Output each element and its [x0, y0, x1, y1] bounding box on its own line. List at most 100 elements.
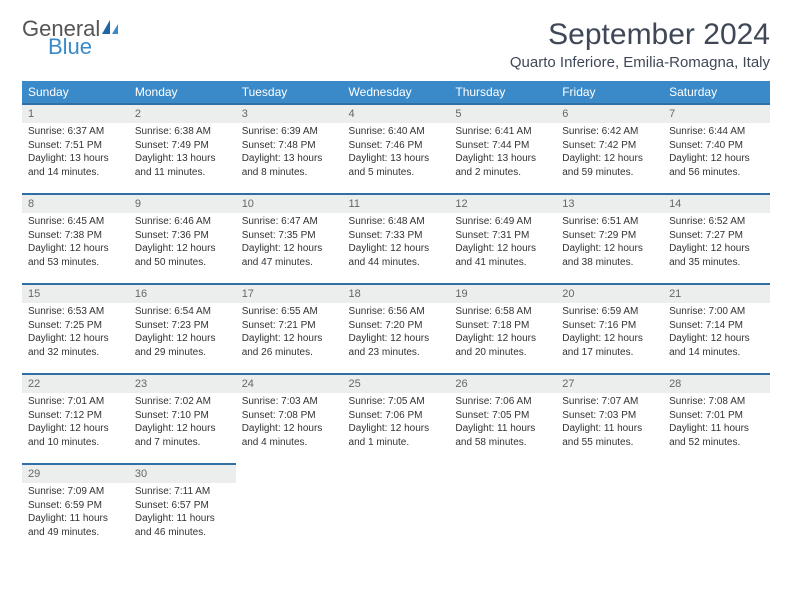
- day-body: Sunrise: 6:59 AMSunset: 7:16 PMDaylight:…: [556, 303, 663, 363]
- sunrise-text: Sunrise: 7:07 AM: [562, 395, 657, 409]
- sunset-text: Sunset: 7:49 PM: [135, 139, 230, 153]
- calendar-cell: [236, 463, 343, 549]
- daylight-text: and 7 minutes.: [135, 436, 230, 450]
- day-body: Sunrise: 6:39 AMSunset: 7:48 PMDaylight:…: [236, 123, 343, 183]
- daylight-text: Daylight: 12 hours: [135, 422, 230, 436]
- day-body: Sunrise: 6:37 AMSunset: 7:51 PMDaylight:…: [22, 123, 129, 183]
- daylight-text: Daylight: 12 hours: [28, 242, 123, 256]
- daylight-text: and 8 minutes.: [242, 166, 337, 180]
- day-body: Sunrise: 6:46 AMSunset: 7:36 PMDaylight:…: [129, 213, 236, 273]
- daylight-text: Daylight: 12 hours: [135, 242, 230, 256]
- calendar-cell: 22Sunrise: 7:01 AMSunset: 7:12 PMDayligh…: [22, 373, 129, 459]
- daylight-text: Daylight: 11 hours: [135, 512, 230, 526]
- daylight-text: Daylight: 12 hours: [242, 332, 337, 346]
- calendar-cell: 1Sunrise: 6:37 AMSunset: 7:51 PMDaylight…: [22, 103, 129, 189]
- day-body: Sunrise: 7:03 AMSunset: 7:08 PMDaylight:…: [236, 393, 343, 453]
- weekday-header: Tuesday: [236, 81, 343, 103]
- sunrise-text: Sunrise: 6:44 AM: [669, 125, 764, 139]
- daylight-text: and 29 minutes.: [135, 346, 230, 360]
- day-number: 2: [129, 103, 236, 123]
- daylight-text: Daylight: 12 hours: [669, 332, 764, 346]
- calendar-cell: 27Sunrise: 7:07 AMSunset: 7:03 PMDayligh…: [556, 373, 663, 459]
- daylight-text: Daylight: 13 hours: [455, 152, 550, 166]
- daylight-text: Daylight: 11 hours: [28, 512, 123, 526]
- sunrise-text: Sunrise: 7:00 AM: [669, 305, 764, 319]
- calendar-cell: 26Sunrise: 7:06 AMSunset: 7:05 PMDayligh…: [449, 373, 556, 459]
- day-number: 5: [449, 103, 556, 123]
- day-number: 25: [343, 373, 450, 393]
- day-number: 27: [556, 373, 663, 393]
- daylight-text: Daylight: 12 hours: [562, 242, 657, 256]
- sunset-text: Sunset: 7:14 PM: [669, 319, 764, 333]
- sunset-text: Sunset: 7:20 PM: [349, 319, 444, 333]
- day-number: 24: [236, 373, 343, 393]
- daylight-text: Daylight: 12 hours: [242, 422, 337, 436]
- calendar-week-row: 8Sunrise: 6:45 AMSunset: 7:38 PMDaylight…: [22, 193, 770, 279]
- weekday-header: Monday: [129, 81, 236, 103]
- sunset-text: Sunset: 6:57 PM: [135, 499, 230, 513]
- weekday-header: Friday: [556, 81, 663, 103]
- calendar-cell: 9Sunrise: 6:46 AMSunset: 7:36 PMDaylight…: [129, 193, 236, 279]
- sunset-text: Sunset: 7:21 PM: [242, 319, 337, 333]
- sunset-text: Sunset: 7:33 PM: [349, 229, 444, 243]
- sunrise-text: Sunrise: 7:11 AM: [135, 485, 230, 499]
- sunset-text: Sunset: 7:08 PM: [242, 409, 337, 423]
- sunrise-text: Sunrise: 6:54 AM: [135, 305, 230, 319]
- calendar-cell: 2Sunrise: 6:38 AMSunset: 7:49 PMDaylight…: [129, 103, 236, 189]
- daylight-text: and 35 minutes.: [669, 256, 764, 270]
- calendar-cell: [663, 463, 770, 549]
- day-number: 28: [663, 373, 770, 393]
- daylight-text: and 50 minutes.: [135, 256, 230, 270]
- daylight-text: Daylight: 13 hours: [349, 152, 444, 166]
- day-body: Sunrise: 6:52 AMSunset: 7:27 PMDaylight:…: [663, 213, 770, 273]
- sunrise-text: Sunrise: 6:58 AM: [455, 305, 550, 319]
- sunset-text: Sunset: 7:10 PM: [135, 409, 230, 423]
- calendar-week-row: 29Sunrise: 7:09 AMSunset: 6:59 PMDayligh…: [22, 463, 770, 549]
- calendar-cell: 6Sunrise: 6:42 AMSunset: 7:42 PMDaylight…: [556, 103, 663, 189]
- sunset-text: Sunset: 7:36 PM: [135, 229, 230, 243]
- day-number: 26: [449, 373, 556, 393]
- daylight-text: Daylight: 13 hours: [242, 152, 337, 166]
- calendar-cell: 12Sunrise: 6:49 AMSunset: 7:31 PMDayligh…: [449, 193, 556, 279]
- sunset-text: Sunset: 7:12 PM: [28, 409, 123, 423]
- daylight-text: and 23 minutes.: [349, 346, 444, 360]
- day-body: Sunrise: 6:58 AMSunset: 7:18 PMDaylight:…: [449, 303, 556, 363]
- daylight-text: Daylight: 12 hours: [242, 242, 337, 256]
- calendar-cell: 13Sunrise: 6:51 AMSunset: 7:29 PMDayligh…: [556, 193, 663, 279]
- day-number: 7: [663, 103, 770, 123]
- weekday-header: Wednesday: [343, 81, 450, 103]
- sunset-text: Sunset: 7:35 PM: [242, 229, 337, 243]
- daylight-text: and 14 minutes.: [28, 166, 123, 180]
- day-body: Sunrise: 7:09 AMSunset: 6:59 PMDaylight:…: [22, 483, 129, 543]
- day-number: 13: [556, 193, 663, 213]
- day-number: 14: [663, 193, 770, 213]
- calendar-cell: 18Sunrise: 6:56 AMSunset: 7:20 PMDayligh…: [343, 283, 450, 369]
- calendar-week-row: 1Sunrise: 6:37 AMSunset: 7:51 PMDaylight…: [22, 103, 770, 189]
- daylight-text: and 47 minutes.: [242, 256, 337, 270]
- day-number: 11: [343, 193, 450, 213]
- day-body: Sunrise: 6:47 AMSunset: 7:35 PMDaylight:…: [236, 213, 343, 273]
- daylight-text: and 59 minutes.: [562, 166, 657, 180]
- sunrise-text: Sunrise: 6:41 AM: [455, 125, 550, 139]
- calendar-cell: [343, 463, 450, 549]
- daylight-text: and 53 minutes.: [28, 256, 123, 270]
- sunset-text: Sunset: 7:29 PM: [562, 229, 657, 243]
- calendar-cell: 5Sunrise: 6:41 AMSunset: 7:44 PMDaylight…: [449, 103, 556, 189]
- sunset-text: Sunset: 7:05 PM: [455, 409, 550, 423]
- calendar-cell: 11Sunrise: 6:48 AMSunset: 7:33 PMDayligh…: [343, 193, 450, 279]
- sunrise-text: Sunrise: 7:05 AM: [349, 395, 444, 409]
- daylight-text: Daylight: 12 hours: [349, 242, 444, 256]
- sunrise-text: Sunrise: 7:03 AM: [242, 395, 337, 409]
- day-body: Sunrise: 7:08 AMSunset: 7:01 PMDaylight:…: [663, 393, 770, 453]
- calendar-cell: [556, 463, 663, 549]
- sunset-text: Sunset: 7:18 PM: [455, 319, 550, 333]
- sunset-text: Sunset: 7:42 PM: [562, 139, 657, 153]
- day-number: 12: [449, 193, 556, 213]
- sunrise-text: Sunrise: 6:46 AM: [135, 215, 230, 229]
- calendar-cell: 17Sunrise: 6:55 AMSunset: 7:21 PMDayligh…: [236, 283, 343, 369]
- day-number: 18: [343, 283, 450, 303]
- logo: General Blue: [22, 18, 120, 58]
- sunrise-text: Sunrise: 6:45 AM: [28, 215, 123, 229]
- sunset-text: Sunset: 7:16 PM: [562, 319, 657, 333]
- sunrise-text: Sunrise: 6:42 AM: [562, 125, 657, 139]
